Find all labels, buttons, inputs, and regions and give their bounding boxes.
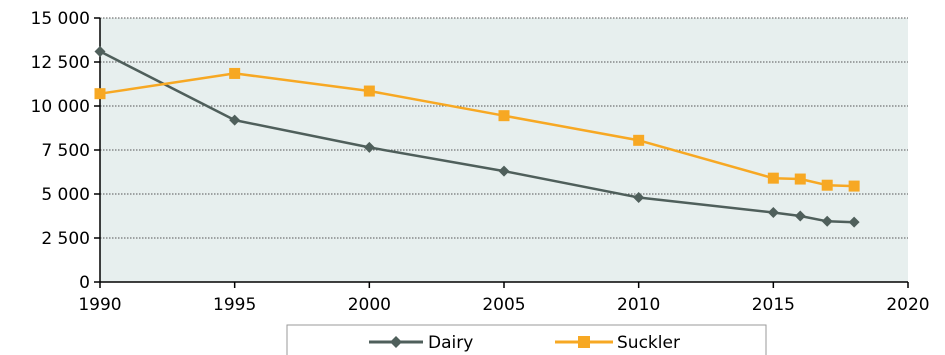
data-point-suckler [498, 110, 510, 122]
series-suckler [94, 67, 860, 192]
y-tick-label: 7 500 [41, 141, 90, 161]
x-ticks: 1990 1995 2000 2005 2010 2015 2020 [78, 282, 930, 315]
legend: Dairy Suckler [286, 324, 767, 355]
data-point-suckler [794, 173, 806, 185]
data-point-dairy [498, 165, 510, 177]
data-point-suckler [363, 85, 375, 97]
y-tick-label: 10 000 [31, 97, 90, 117]
data-point-dairy [229, 114, 241, 126]
series-layer [94, 45, 860, 228]
data-point-dairy [794, 210, 806, 222]
x-tick-label: 2000 [348, 295, 391, 315]
y-tick-label: 0 [79, 273, 90, 293]
y-tick-label: 15 000 [31, 9, 90, 29]
x-tick-label: 1995 [213, 295, 256, 315]
legend-label-dairy: Dairy [428, 333, 473, 353]
data-point-dairy [821, 215, 833, 227]
data-point-suckler [767, 172, 779, 184]
x-tick-label: 2020 [886, 295, 929, 315]
y-ticks: 0 2 500 5 000 7 500 10 000 12 500 15 000 [31, 9, 100, 293]
legend-marker-suckler [578, 336, 590, 348]
y-tick-label: 5 000 [41, 185, 90, 205]
gridlines [100, 17, 908, 239]
data-point-suckler [633, 134, 645, 146]
legend-label-suckler: Suckler [617, 333, 680, 353]
series-dairy [94, 45, 860, 228]
y-tick-label: 2 500 [41, 229, 90, 249]
data-point-suckler [229, 67, 241, 79]
data-point-suckler [848, 180, 860, 192]
x-tick-label: 2015 [752, 295, 795, 315]
data-point-dairy [363, 141, 375, 153]
legend-item-suckler: Suckler [555, 333, 680, 353]
legend-marker-dairy [390, 336, 402, 348]
data-point-suckler [94, 88, 106, 100]
data-point-suckler [821, 179, 833, 191]
data-point-dairy [848, 216, 860, 228]
legend-item-dairy: Dairy [369, 333, 473, 353]
x-tick-label: 2005 [482, 295, 525, 315]
data-point-dairy [94, 45, 106, 57]
data-point-dairy [767, 206, 779, 218]
x-tick-label: 2010 [617, 295, 660, 315]
legend-box [286, 324, 767, 355]
x-tick-label: 1990 [78, 295, 121, 315]
data-point-dairy [633, 192, 645, 204]
y-tick-label: 12 500 [31, 53, 90, 73]
